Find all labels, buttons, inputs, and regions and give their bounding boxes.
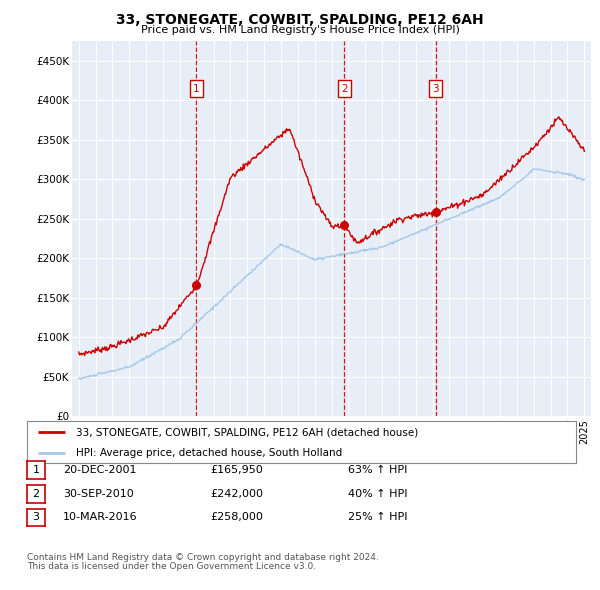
Text: 30-SEP-2010: 30-SEP-2010 [63, 489, 134, 499]
Text: 1: 1 [193, 84, 200, 94]
Text: £165,950: £165,950 [210, 466, 263, 475]
Text: Price paid vs. HM Land Registry's House Price Index (HPI): Price paid vs. HM Land Registry's House … [140, 25, 460, 35]
Text: 10-MAR-2016: 10-MAR-2016 [63, 513, 137, 522]
Text: This data is licensed under the Open Government Licence v3.0.: This data is licensed under the Open Gov… [27, 562, 316, 571]
Text: 40% ↑ HPI: 40% ↑ HPI [348, 489, 407, 499]
Text: 20-DEC-2001: 20-DEC-2001 [63, 466, 137, 475]
Text: £242,000: £242,000 [210, 489, 263, 499]
Text: 33, STONEGATE, COWBIT, SPALDING, PE12 6AH: 33, STONEGATE, COWBIT, SPALDING, PE12 6A… [116, 13, 484, 27]
Text: HPI: Average price, detached house, South Holland: HPI: Average price, detached house, Sout… [76, 448, 343, 457]
Text: 2: 2 [341, 84, 347, 94]
Text: 3: 3 [32, 513, 40, 522]
Text: 63% ↑ HPI: 63% ↑ HPI [348, 466, 407, 475]
Text: 33, STONEGATE, COWBIT, SPALDING, PE12 6AH (detached house): 33, STONEGATE, COWBIT, SPALDING, PE12 6A… [76, 427, 419, 437]
Text: £258,000: £258,000 [210, 513, 263, 522]
Text: 1: 1 [32, 466, 40, 475]
Text: 2: 2 [32, 489, 40, 499]
Text: 25% ↑ HPI: 25% ↑ HPI [348, 513, 407, 522]
Text: Contains HM Land Registry data © Crown copyright and database right 2024.: Contains HM Land Registry data © Crown c… [27, 553, 379, 562]
Text: 3: 3 [433, 84, 439, 94]
